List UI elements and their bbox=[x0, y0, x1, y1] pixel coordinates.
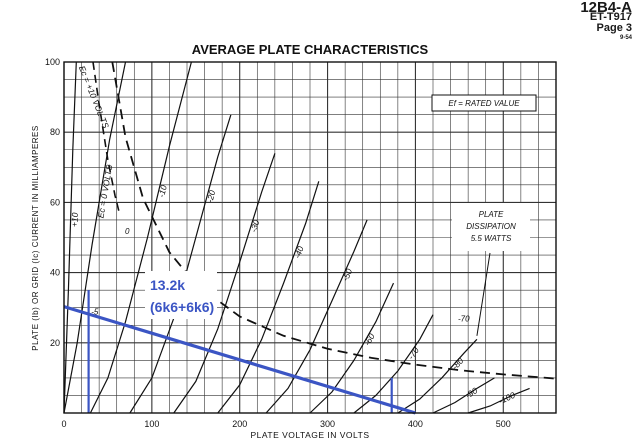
dissipation-box bbox=[452, 203, 530, 251]
curve-line bbox=[397, 338, 478, 414]
load-line bbox=[63, 305, 416, 415]
page-number: Page 3 bbox=[596, 22, 632, 34]
curve-label: -20 bbox=[204, 189, 217, 204]
curve-label: -30 bbox=[248, 218, 261, 233]
curve-line bbox=[217, 181, 320, 414]
curve-line bbox=[89, 61, 192, 414]
x-tick-label: 100 bbox=[144, 419, 159, 429]
load-line-sublabel: (6k6+6k6) bbox=[150, 299, 214, 315]
curve-line bbox=[353, 314, 434, 414]
curve-line bbox=[309, 282, 395, 414]
dissipation-label: 5.5 WATTS bbox=[471, 234, 512, 243]
x-tick-label: 0 bbox=[61, 419, 66, 429]
curve-line bbox=[63, 61, 77, 414]
y-tick-label: 40 bbox=[50, 268, 60, 278]
curve-label: +10 bbox=[69, 212, 79, 227]
grid-current-curve bbox=[92, 61, 121, 214]
dissipation-curve bbox=[111, 61, 557, 380]
chart-title: AVERAGE PLATE CHARACTERISTICS bbox=[192, 42, 429, 57]
y-tick-label: 100 bbox=[45, 57, 60, 67]
y-axis-label: PLATE (Ib) OR GRID (Ic) CURRENT IN MILLI… bbox=[31, 125, 40, 350]
load-line-label: 13.2k bbox=[150, 277, 185, 293]
load-line-label-box bbox=[145, 271, 217, 319]
small-label: -5 bbox=[91, 308, 99, 317]
curve-label: -90 bbox=[463, 385, 479, 400]
load-line-overlay: 13.2k (6k6+6k6) bbox=[63, 271, 416, 415]
dissipation-label: PLATE bbox=[479, 210, 504, 219]
document-code: ET-T917 bbox=[589, 11, 632, 23]
curve-line bbox=[129, 114, 232, 414]
x-tick-label: 200 bbox=[232, 419, 247, 429]
curve-line bbox=[173, 153, 276, 414]
x-tick-label: 400 bbox=[408, 419, 423, 429]
plot-frame bbox=[63, 61, 557, 414]
curve-label: -100 bbox=[497, 390, 517, 406]
curve-label: -10 bbox=[156, 184, 169, 199]
curve-line bbox=[265, 219, 368, 414]
curve-line bbox=[467, 387, 530, 414]
curve-line bbox=[432, 377, 495, 414]
curve-label: -60 bbox=[362, 331, 377, 347]
dissipation-pointer bbox=[476, 252, 491, 336]
curve-label: Ec = 0 VOLTS bbox=[96, 164, 115, 219]
legend-box bbox=[431, 94, 537, 112]
curve-label: -70 bbox=[406, 345, 421, 361]
dissipation-label: DISSIPATION bbox=[466, 222, 516, 231]
y-tick-label: 20 bbox=[50, 338, 60, 348]
y-tick-label: 80 bbox=[50, 127, 60, 137]
x-axis-label: PLATE VOLTAGE IN VOLTS bbox=[250, 430, 369, 440]
x-tick-label: 500 bbox=[496, 419, 511, 429]
curve-line bbox=[63, 61, 127, 414]
x-tick-label: 300 bbox=[320, 419, 335, 429]
document-date: 9-54 bbox=[619, 35, 632, 41]
tube-number: 12B4-A bbox=[580, 0, 632, 16]
y-tick-label: 60 bbox=[50, 197, 60, 207]
small-label: 0 bbox=[125, 227, 130, 236]
small-label: -70 bbox=[458, 315, 470, 324]
legend-text: Ef = RATED VALUE bbox=[448, 99, 520, 108]
axes: 0 100 200 300 400 500 20 40 60 80 100 bbox=[45, 57, 557, 429]
curve-label: -50 bbox=[340, 267, 354, 283]
curve-label: -40 bbox=[292, 244, 306, 259]
